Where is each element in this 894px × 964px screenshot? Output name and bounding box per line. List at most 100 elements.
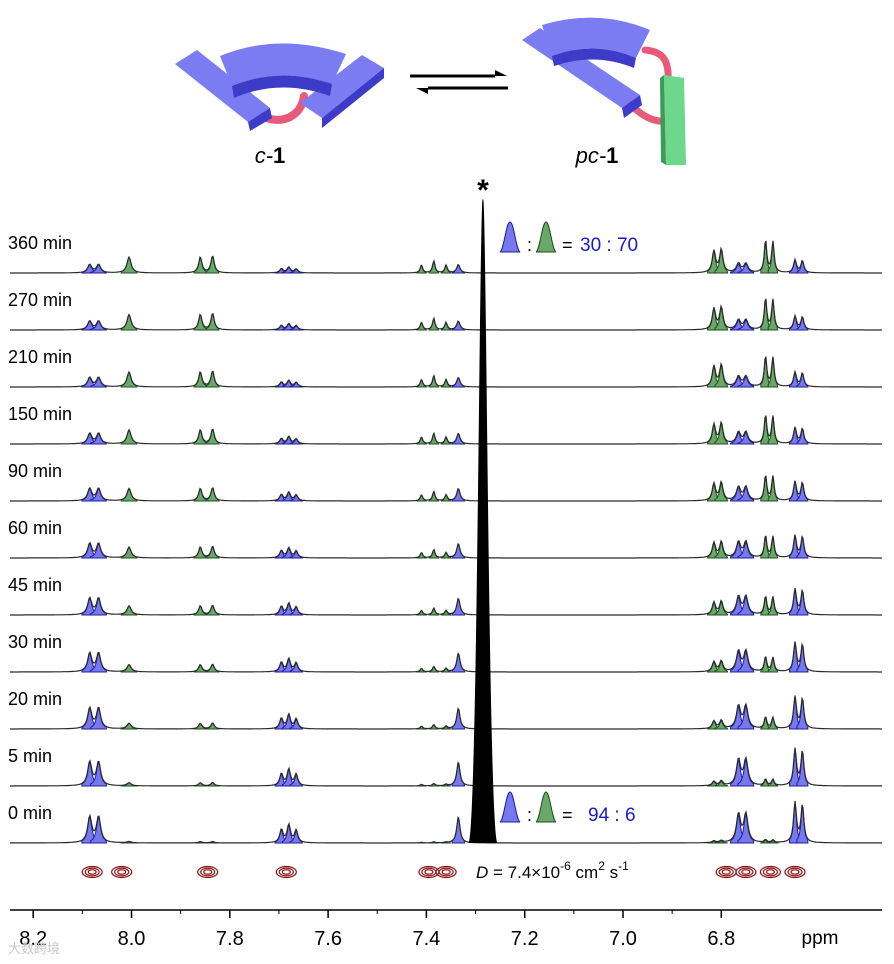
- spectrum-time-label: 150 min: [8, 404, 72, 424]
- c1-label: c-1: [255, 143, 286, 168]
- green-peak-icon: [535, 791, 557, 823]
- green-peak: [767, 476, 779, 502]
- x-axis-label: ppm: [802, 928, 839, 949]
- dosy-contour: [117, 869, 127, 875]
- ratio-equals-bottom: =: [562, 805, 573, 825]
- dosy-contour: [81, 865, 103, 879]
- spectrum-line: [10, 298, 882, 331]
- green-peak: [714, 781, 729, 787]
- spectrum-time-label: 5 min: [8, 746, 52, 766]
- spectrum-time-label: 90 min: [8, 461, 62, 481]
- pc1-molecule-illustration: [522, 17, 686, 165]
- spectrum-line: [10, 695, 882, 730]
- dosy-contour: [741, 869, 751, 875]
- green-peak: [767, 300, 779, 331]
- dosy-contour: [87, 869, 97, 875]
- spectrum-trace: 30 min: [8, 632, 882, 673]
- blue-peak: [796, 805, 809, 844]
- green-peak: [760, 415, 771, 445]
- blue-peak: [796, 535, 809, 559]
- dosy-contour: [762, 867, 779, 877]
- pc1-label: pc-1: [575, 143, 619, 168]
- spectrum-trace: 45 min: [8, 575, 882, 616]
- green-peak: [767, 242, 779, 274]
- dosy-contour: [424, 869, 434, 875]
- ratio-annotation-bottom: : = 94 : 6: [499, 791, 636, 826]
- green-peak: [714, 601, 729, 616]
- blue-peak: [796, 698, 809, 730]
- green-peak: [767, 416, 779, 445]
- dosy-contour: [281, 869, 291, 875]
- green-peak: [767, 536, 779, 559]
- spectrum-trace: 150 min: [8, 404, 882, 445]
- green-peak: [714, 661, 729, 673]
- dosy-contour: [197, 865, 219, 879]
- dosy-contour: [200, 867, 216, 877]
- spectrum-trace: 20 min: [8, 689, 882, 730]
- blue-peak-icon: [499, 791, 521, 823]
- x-tick-label: 7.4: [412, 928, 440, 950]
- spectrum-trace: 60 min: [8, 518, 882, 559]
- spectrum-time-label: 270 min: [8, 290, 72, 310]
- green-peak: [714, 840, 728, 844]
- dosy-contour: [759, 865, 782, 879]
- green-peak: [767, 656, 779, 673]
- green-peak: [767, 595, 779, 616]
- spectrum-trace: 270 min: [8, 290, 882, 331]
- x-tick-label: 6.8: [707, 928, 735, 950]
- green-peak: [714, 720, 729, 730]
- spectrum-line: [10, 356, 882, 388]
- dosy-contour: [784, 865, 806, 879]
- x-tick-label: 8.0: [118, 928, 146, 950]
- dosy-contour: [84, 867, 100, 877]
- ratio-equals-top: =: [562, 235, 573, 255]
- spectrum-time-label: 210 min: [8, 347, 72, 367]
- blue-peak: [796, 589, 809, 616]
- green-peak-icon: [535, 221, 557, 253]
- solvent-peak: [468, 198, 498, 844]
- ratio-colon-top: :: [527, 235, 532, 255]
- dosy-contour: [721, 869, 731, 875]
- x-tick-label: 8.2: [19, 928, 47, 950]
- green-peak: [767, 716, 779, 730]
- x-tick-label: 7.0: [609, 928, 637, 950]
- dosy-contour: [441, 869, 451, 875]
- blue-peak: [737, 486, 755, 502]
- green-peak: [760, 356, 771, 388]
- blue-peak: [796, 751, 809, 787]
- dosy-contour: [718, 867, 734, 877]
- spectrum-time-label: 20 min: [8, 689, 62, 709]
- blue-peak: [737, 431, 755, 445]
- scheme: c-1 pc-1: [175, 17, 686, 168]
- dosy-contour: [278, 867, 294, 877]
- ratio-annotation-top: : = 30 : 70: [499, 221, 638, 256]
- x-axis: 8.2 8.0 7.8 7.6 7.4 7.2 7.0 6.8: [10, 909, 882, 950]
- ratio-value-bottom: 94 : 6: [588, 805, 636, 826]
- spectrum-trace: 0 min: [8, 800, 882, 844]
- nmr-spectra-stack: 360 min 270 min 210 min 150 min 90 min 60 min…: [8, 198, 882, 844]
- spectrum-trace: 5 min: [8, 746, 882, 787]
- spectrum-line: [10, 641, 882, 673]
- x-tick-label: 7.6: [314, 928, 342, 950]
- solvent-peak-marker: *: [477, 174, 489, 207]
- spectrum-line: [10, 240, 882, 274]
- spectrum-line: [10, 475, 882, 502]
- green-peak: [760, 298, 771, 331]
- green-peak: [760, 475, 771, 502]
- blue-peak: [737, 541, 755, 559]
- spectrum-time-label: 60 min: [8, 518, 62, 538]
- dosy-contour: [735, 865, 757, 879]
- blue-peak-icon: [499, 221, 521, 253]
- dosy-contour: [435, 865, 457, 879]
- spectrum-trace: 90 min: [8, 461, 882, 502]
- dosy-contour: [738, 867, 754, 877]
- dosy-contour: [438, 867, 454, 877]
- dosy-contour: [203, 869, 213, 875]
- blue-peak: [737, 263, 755, 274]
- dosy-contour: [790, 869, 800, 875]
- x-tick-label: 7.2: [511, 928, 539, 950]
- green-peak: [767, 839, 780, 844]
- blue-peak: [737, 319, 755, 331]
- blue-peak: [737, 376, 755, 388]
